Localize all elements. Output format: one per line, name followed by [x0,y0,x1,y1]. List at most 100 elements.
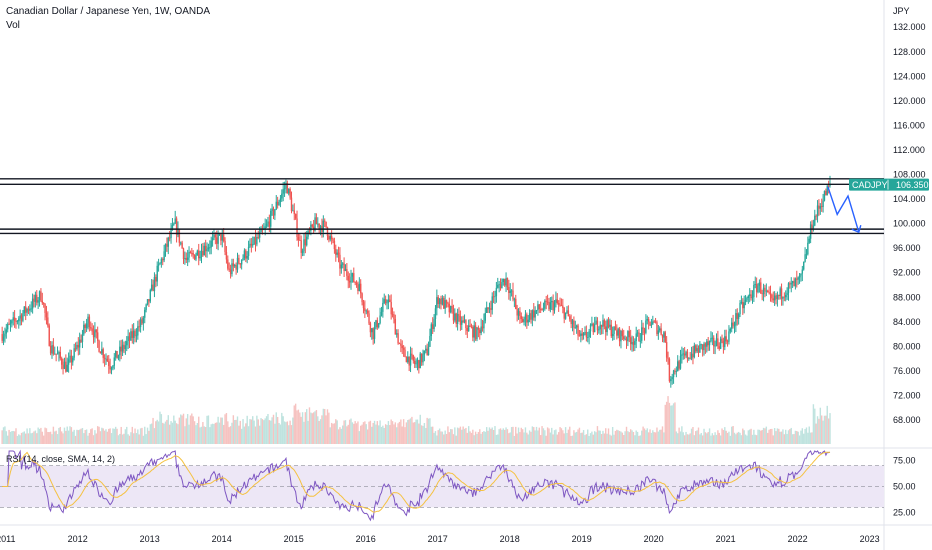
candle-body [706,341,708,347]
volume-bar [232,415,235,444]
candle-body [762,287,765,295]
candle-body [4,333,6,337]
candle-body [63,361,66,369]
candle-body [492,296,495,298]
volume-bar [16,435,19,444]
candle-body [719,338,722,349]
candle-body [80,339,82,342]
candle-body [240,259,243,265]
volume-bar [769,428,772,444]
candle-body [815,215,817,217]
volume-bar [174,420,176,444]
volume-bar [541,426,543,444]
candle-body [452,308,455,321]
candle-body [217,234,219,244]
candle-body [279,198,282,203]
candle-body [670,379,672,382]
candle-body [480,326,482,334]
candle-body [412,355,415,361]
candle-body [541,309,543,311]
candle-body [49,345,52,354]
volume-bar [621,432,624,444]
volume-bar [805,427,808,444]
volume-bar [371,426,373,444]
volume-bar [29,428,31,444]
volume-bar [326,409,329,444]
price-tag-value: 106.350 [896,180,929,190]
volume-bar [376,421,379,444]
volume-bar [51,434,53,444]
volume-bar [26,428,28,444]
volume-bar [551,427,553,444]
candle-body [778,295,780,296]
volume-bar [149,424,151,444]
volume-bar [778,428,780,444]
volume-bar [77,430,79,444]
candle-body [375,320,377,328]
volume-bar [653,432,655,444]
candle-body [772,298,774,301]
time-tick-label: 2021 [716,534,736,544]
candle-body [535,309,538,311]
volume-bar [595,432,597,444]
volume-bar [771,428,773,444]
volume-bar [304,412,307,444]
candle-body [87,316,89,324]
volume-bar [463,428,466,444]
volume-bar [581,432,583,444]
volume-bar [690,428,693,444]
volume-bar [391,421,394,444]
volume-bar [113,428,115,444]
volume-bar [815,423,817,444]
candle-body [620,330,622,342]
volume-bar [654,432,657,444]
volume-bar [325,415,327,444]
candle-body [596,320,599,331]
volume-bar [311,413,313,444]
volume-bar [488,427,491,444]
candle-body [24,306,27,313]
candle-body [347,275,349,281]
volume-bar [202,422,204,444]
candle-body [74,348,77,350]
candle-body [357,284,359,291]
candle-body [724,336,726,348]
candle-body [502,278,504,283]
candle-body [725,336,727,342]
candle-body [571,320,574,325]
volume-bar [83,433,85,444]
candle-body [744,299,747,303]
candle-body [135,335,138,337]
candle-body [116,351,118,359]
candle-body [521,319,524,323]
candle-body [599,324,601,330]
volume-bar [679,431,682,444]
volume-bar [91,428,93,444]
price-tick-label: 128.000 [893,47,926,57]
candle-body [487,307,489,310]
volume-bar [137,429,139,444]
candle-body [434,308,437,319]
volume-bar [499,428,502,444]
price-tick-label: 72.000 [893,390,921,400]
price-tick-label: 116.000 [893,120,925,130]
price-tick-label: 112.000 [893,145,925,155]
candle-body [47,317,49,326]
volume-bar [456,427,459,444]
candle-body [414,360,416,364]
price-tick-label: 80.000 [893,341,921,351]
volume-bar [775,431,777,444]
volume-bar [665,401,668,444]
volume-bar [343,420,345,444]
volume-bar [412,422,415,444]
candle-body [56,353,59,355]
volume-bar [15,428,17,444]
volume-bar [725,430,727,444]
volume-bar [423,422,426,444]
candle-body [798,275,801,278]
volume-bar [418,423,420,444]
candle-body [811,224,813,229]
candle-body [520,316,522,320]
candle-body [353,273,355,283]
